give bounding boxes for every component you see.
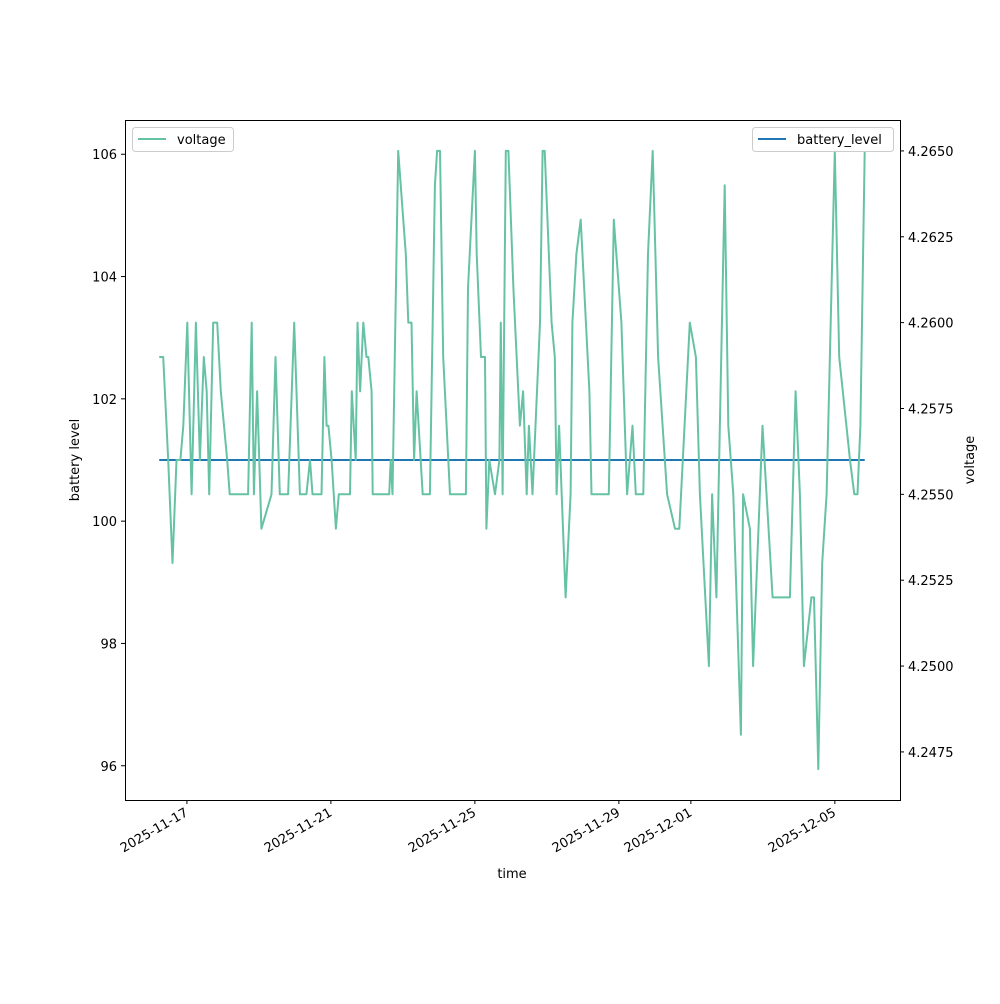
x-axis: 2025-11-17 2025-11-21 2025-11-25 2025-11-29…	[118, 800, 839, 856]
left-y-axis: 96 98 100 102 104 106	[92, 148, 125, 775]
left-y-tick-label: 104	[92, 271, 117, 286]
left-y-axis-label: battery level	[68, 419, 83, 502]
right-y-tick-label: 4.2500	[908, 660, 954, 675]
left-y-tick-label: 106	[92, 148, 117, 163]
x-tick-label: 2025-12-05	[766, 805, 839, 856]
right-y-tick-label: 4.2650	[908, 145, 954, 160]
legend-battery-level: battery_level	[752, 127, 894, 152]
left-y-tick-label: 102	[92, 393, 117, 408]
x-axis-label: time	[497, 867, 526, 882]
right-y-tick-label: 4.2600	[908, 317, 954, 332]
legend-label-battery-level: battery_level	[797, 133, 882, 148]
x-tick-label: 2025-11-17	[118, 805, 191, 856]
right-y-tick-label: 4.2575	[908, 402, 954, 417]
right-y-axis-label: voltage	[963, 436, 978, 485]
x-tick-label: 2025-12-01	[622, 805, 695, 856]
chart-marks	[159, 149, 866, 771]
right-y-tick-label: 4.2525	[908, 574, 954, 589]
right-y-tick-label: 4.2550	[908, 488, 954, 503]
legend-voltage: voltage	[132, 127, 234, 152]
series-line-voltage	[159, 149, 866, 771]
legend-label-voltage: voltage	[177, 133, 226, 148]
left-y-tick-label: 100	[92, 515, 117, 530]
left-y-tick-label: 98	[100, 637, 117, 652]
x-tick-label: 2025-11-25	[406, 805, 479, 856]
plot-frame	[125, 120, 901, 801]
x-tick-label: 2025-11-29	[550, 805, 623, 856]
right-y-tick-label: 4.2475	[908, 746, 954, 761]
left-y-tick-label: 96	[100, 760, 117, 775]
x-tick-label: 2025-11-21	[262, 805, 335, 856]
right-y-tick-label: 4.2625	[908, 231, 954, 246]
right-y-axis: 4.2475 4.2500 4.2525 4.2550 4.2575 4.2600 4.26…	[900, 145, 954, 761]
